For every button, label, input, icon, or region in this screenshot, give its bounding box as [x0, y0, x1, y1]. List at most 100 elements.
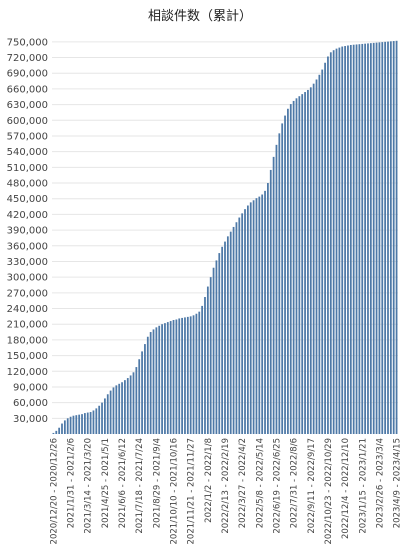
bar — [307, 89, 309, 434]
bar — [372, 42, 375, 434]
bar — [169, 321, 172, 434]
bar — [352, 44, 355, 434]
bar — [55, 430, 58, 434]
bar — [355, 44, 358, 435]
y-tick-label: 150,000 — [7, 351, 48, 362]
y-tick-label: 60,000 — [13, 398, 48, 409]
bar — [69, 416, 72, 434]
y-tick-label: 660,000 — [7, 84, 48, 95]
bar — [318, 74, 321, 434]
bar — [261, 194, 264, 434]
bar — [301, 94, 304, 434]
bar — [278, 133, 281, 434]
bar — [84, 413, 86, 434]
bar — [209, 277, 212, 434]
x-tick-label: 2021/6/6 - 2021/6/12 — [118, 438, 128, 528]
bar — [72, 415, 75, 434]
y-tick-label: 480,000 — [7, 179, 48, 190]
bar — [241, 213, 244, 434]
bar — [138, 359, 141, 434]
bar — [295, 98, 298, 434]
bar — [349, 44, 352, 434]
x-tick-label: 2020/12/20 - 2020/12/26 — [49, 438, 59, 544]
bar — [249, 202, 252, 434]
bar — [232, 226, 235, 434]
bar — [121, 382, 123, 434]
bar — [158, 325, 161, 434]
bar — [358, 44, 361, 434]
bar — [364, 43, 366, 435]
bar — [375, 42, 378, 434]
y-tick-label: 210,000 — [7, 320, 48, 331]
bar — [135, 367, 138, 434]
bar — [384, 41, 387, 435]
bar — [215, 260, 218, 434]
bar — [66, 418, 69, 434]
bar — [229, 231, 232, 434]
bar — [267, 183, 269, 434]
y-tick-label: 390,000 — [7, 226, 48, 237]
y-tick-label: 750,000 — [7, 37, 48, 48]
x-tick-label: 2022/2/13 - 2022/2/19 — [221, 438, 231, 534]
bar — [95, 408, 98, 434]
bar — [281, 123, 284, 434]
bar — [52, 432, 55, 434]
x-tick-label: 2021/4/25 - 2021/5/1 — [101, 438, 111, 528]
bar — [89, 412, 92, 434]
bar — [255, 198, 258, 434]
bar — [315, 79, 318, 435]
x-tick-label: 2023/2/26 - 2023/3/4 — [375, 438, 385, 528]
bar — [347, 45, 349, 434]
bar — [235, 222, 238, 434]
bar — [269, 169, 272, 434]
bar — [361, 43, 364, 435]
bar — [221, 246, 224, 434]
bar — [204, 297, 206, 434]
y-tick-label: 30,000 — [13, 414, 48, 425]
bar — [63, 420, 66, 434]
bar — [289, 104, 292, 434]
y-tick-label: 270,000 — [7, 288, 48, 299]
bar — [109, 390, 112, 434]
bar — [335, 48, 338, 434]
bar — [61, 423, 63, 434]
bar — [92, 410, 95, 434]
y-tick-label: 570,000 — [7, 131, 48, 142]
y-tick-label: 120,000 — [7, 367, 48, 378]
bar — [258, 196, 261, 434]
y-tick-label: 300,000 — [7, 273, 48, 284]
y-tick-label: 450,000 — [7, 194, 48, 205]
bar — [118, 383, 121, 434]
bar — [226, 236, 229, 434]
bar — [206, 286, 209, 434]
bar — [98, 405, 101, 434]
bar — [146, 336, 149, 434]
bar — [309, 87, 312, 434]
x-tick-label: 2021/11/21 - 2021/11/27 — [187, 438, 197, 544]
bar — [341, 46, 344, 435]
bar — [132, 372, 135, 434]
y-tick-label: 600,000 — [7, 116, 48, 127]
bar — [166, 322, 169, 434]
bar — [252, 200, 255, 434]
bar — [312, 83, 315, 435]
y-tick-label: 360,000 — [7, 241, 48, 252]
bar — [264, 190, 266, 434]
x-tick-label: 2021/10/10 - 2021/10/16 — [170, 438, 180, 544]
bar — [112, 387, 115, 434]
bar — [81, 414, 83, 434]
bar — [124, 380, 126, 434]
bar — [181, 317, 183, 434]
bar — [298, 96, 301, 434]
x-tick-label: 2022/6/19 - 2022/6/25 — [272, 438, 282, 534]
bar — [144, 344, 146, 434]
x-tick-label: 2022/5/8 - 2022/5/14 — [255, 438, 265, 528]
bar — [192, 315, 195, 434]
bar — [392, 41, 395, 435]
bar — [224, 241, 226, 434]
bar — [189, 316, 192, 434]
bar — [367, 43, 369, 434]
bar — [178, 318, 181, 434]
bar — [238, 217, 241, 434]
bar — [75, 415, 78, 434]
